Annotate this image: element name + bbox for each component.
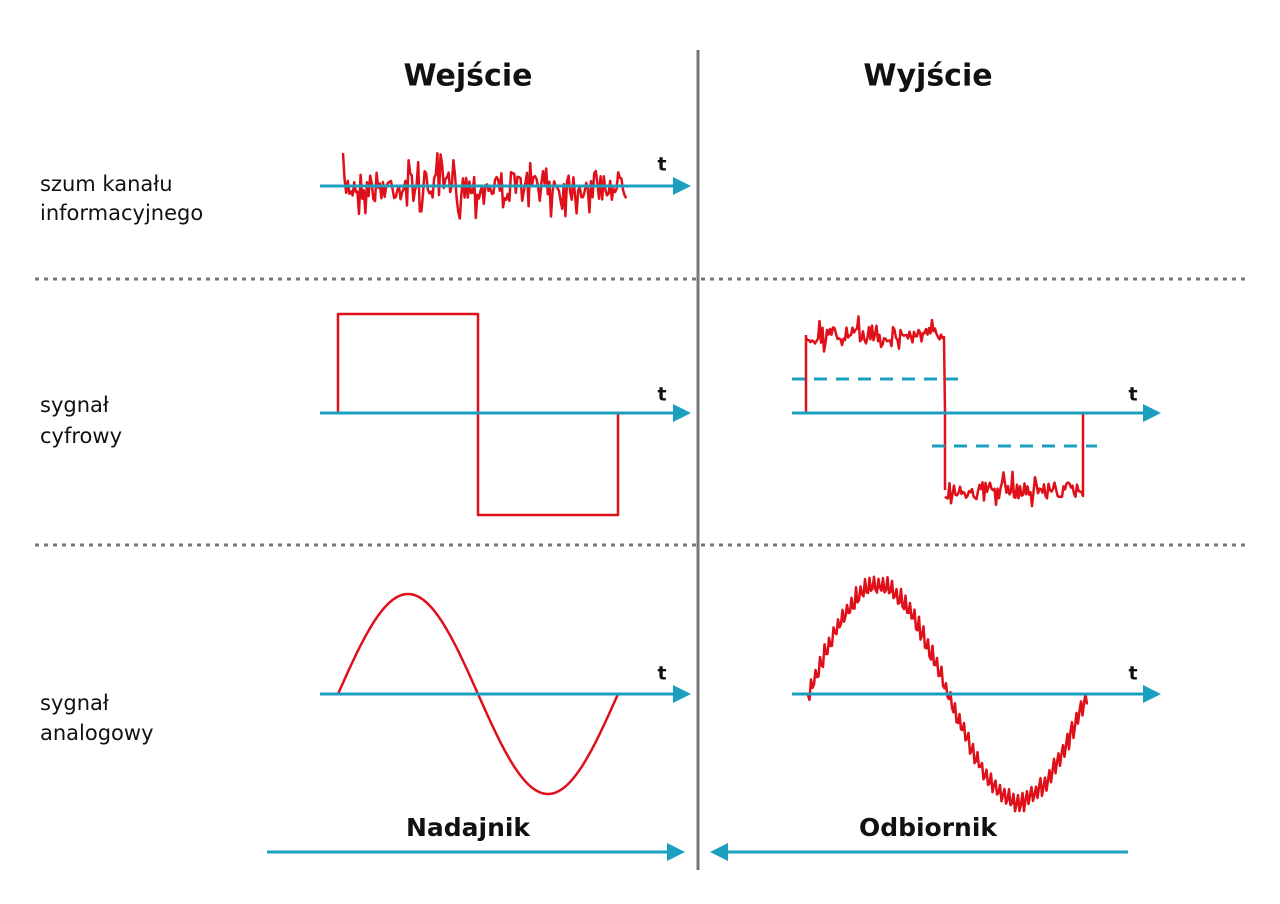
- noisy-square-wave: [944, 413, 1085, 508]
- noisy-square-wave: [805, 315, 947, 490]
- row-label: cyfrowy: [40, 424, 122, 448]
- axis-label: t: [657, 154, 666, 176]
- row-label: sygnał: [40, 691, 109, 715]
- noise-wave: [341, 151, 628, 220]
- footer-label: Nadajnik: [406, 813, 531, 842]
- axis-label: t: [657, 384, 666, 406]
- column-header: Wejście: [404, 59, 533, 94]
- row-label: analogowy: [40, 721, 154, 745]
- axis-label: t: [1128, 384, 1137, 406]
- noisy-sine-wave: [806, 575, 1089, 813]
- footer-label: Odbiornik: [859, 813, 998, 842]
- row-label: sygnał: [40, 393, 109, 417]
- row-label: szum kanału: [40, 172, 173, 196]
- axis-label: t: [657, 663, 666, 685]
- waveforms: [336, 151, 1089, 813]
- column-header: Wyjście: [863, 59, 992, 94]
- axis-label: t: [1128, 663, 1137, 685]
- row-label: informacyjnego: [40, 201, 203, 225]
